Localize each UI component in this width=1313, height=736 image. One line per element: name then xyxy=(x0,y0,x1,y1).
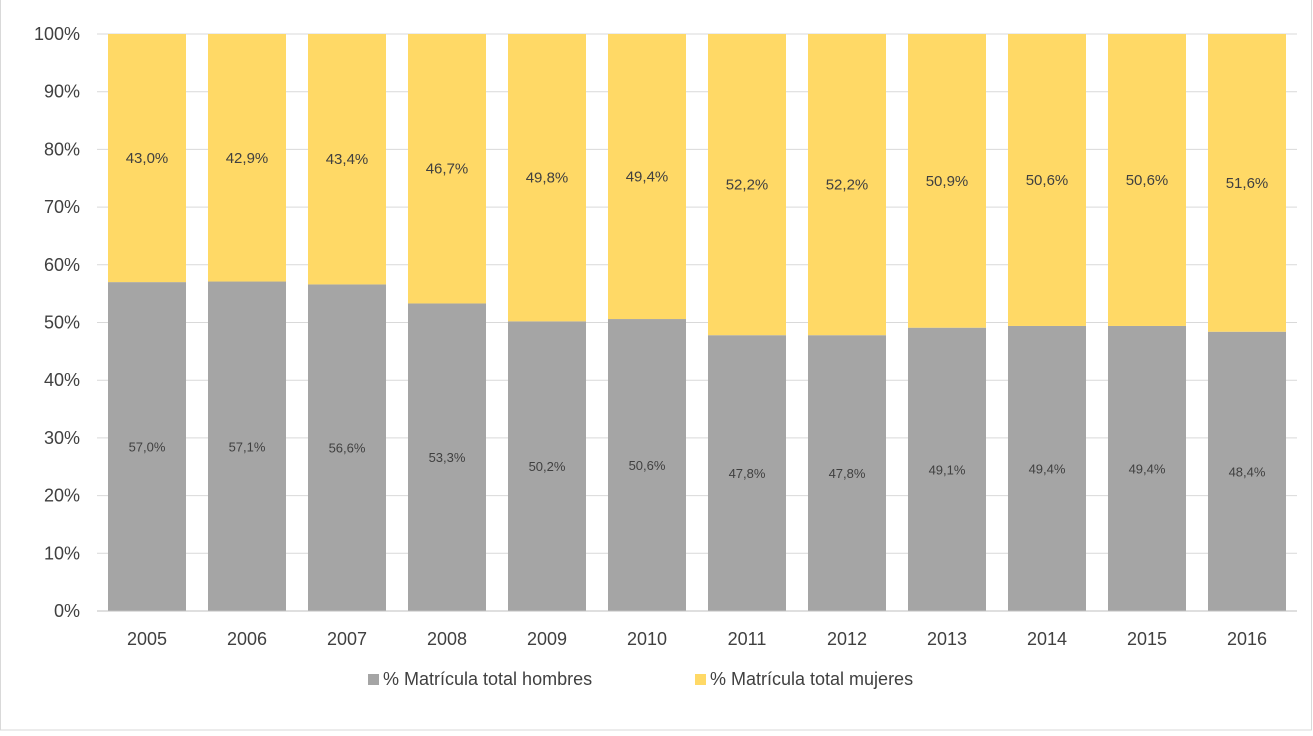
bar-segment-mujeres xyxy=(108,34,186,283)
data-label: 47,8% xyxy=(729,466,766,481)
data-label: 56,6% xyxy=(329,441,366,456)
data-label: 43,0% xyxy=(126,150,169,167)
bar-segment-mujeres xyxy=(908,34,986,328)
data-label: 49,1% xyxy=(929,462,966,477)
legend-label: % Matrícula total hombres xyxy=(383,669,592,689)
x-tick-label: 2013 xyxy=(927,629,967,649)
x-tick-label: 2016 xyxy=(1227,629,1267,649)
bar-segment-hombres xyxy=(1208,331,1286,611)
bar-segment-hombres xyxy=(1008,325,1086,611)
data-label: 53,3% xyxy=(429,450,466,465)
x-tick-label: 2005 xyxy=(127,629,167,649)
x-tick-label: 2015 xyxy=(1127,629,1167,649)
bar-segment-mujeres xyxy=(308,34,386,285)
bar-segment-hombres xyxy=(1108,325,1186,611)
y-tick-label: 70% xyxy=(44,197,80,217)
data-label: 50,6% xyxy=(1026,172,1069,189)
data-label: 50,9% xyxy=(926,173,969,190)
data-label: 46,7% xyxy=(426,161,469,178)
y-tick-label: 100% xyxy=(34,24,80,44)
bar-segment-hombres xyxy=(308,284,386,611)
data-label: 42,9% xyxy=(226,150,269,167)
bar-segment-mujeres xyxy=(808,34,886,336)
x-axis-ticks: 2005 2006 2007 2008 2009 2010 2011 2012 2013 2014… xyxy=(127,629,1267,649)
bar-segment-mujeres xyxy=(1008,34,1086,326)
data-label: 48,4% xyxy=(1229,464,1266,479)
y-tick-label: 30% xyxy=(44,428,80,448)
data-label: 57,1% xyxy=(229,439,266,454)
y-axis-ticks: 0% 10% 20% 30% 40% 50% 60% 70% 80% 90% 100% xyxy=(34,24,80,621)
x-tick-label: 2009 xyxy=(527,629,567,649)
bar-segment-hombres xyxy=(608,319,686,611)
x-tick-label: 2008 xyxy=(427,629,467,649)
y-tick-label: 90% xyxy=(44,82,80,102)
bar-segment-hombres xyxy=(908,327,986,611)
x-tick-label: 2014 xyxy=(1027,629,1067,649)
y-tick-label: 60% xyxy=(44,255,80,275)
bar-segment-hombres xyxy=(408,303,486,611)
data-label: 49,4% xyxy=(626,169,669,186)
legend-swatch-mujeres xyxy=(695,674,706,685)
bar-segment-mujeres xyxy=(708,34,786,336)
bar-segment-hombres xyxy=(208,281,286,611)
bars xyxy=(108,34,1286,611)
x-tick-label: 2012 xyxy=(827,629,867,649)
legend-label: % Matrícula total mujeres xyxy=(710,669,913,689)
data-label: 49,8% xyxy=(526,170,569,187)
bar-segment-mujeres xyxy=(1208,34,1286,332)
legend: % Matrícula total hombres % Matrícula tot… xyxy=(368,669,913,689)
x-tick-label: 2010 xyxy=(627,629,667,649)
y-tick-label: 50% xyxy=(44,313,80,333)
x-tick-label: 2011 xyxy=(728,629,767,649)
data-label: 50,6% xyxy=(1126,172,1169,189)
bar-segment-mujeres xyxy=(208,34,286,282)
bar-segment-mujeres xyxy=(1108,34,1186,326)
y-tick-label: 10% xyxy=(44,543,80,563)
x-tick-label: 2007 xyxy=(327,629,367,649)
data-label: 49,4% xyxy=(1129,461,1166,476)
data-label: 52,2% xyxy=(826,177,869,194)
x-tick-label: 2006 xyxy=(227,629,267,649)
bar-segment-mujeres xyxy=(608,34,686,320)
data-label: 49,4% xyxy=(1029,461,1066,476)
y-tick-label: 20% xyxy=(44,486,80,506)
bar-segment-hombres xyxy=(108,282,186,611)
bar-segment-mujeres xyxy=(408,34,486,304)
data-label: 47,8% xyxy=(829,466,866,481)
bar-segment-mujeres xyxy=(508,34,586,322)
data-label: 43,4% xyxy=(326,151,369,168)
data-label: 50,2% xyxy=(529,459,566,474)
y-tick-label: 80% xyxy=(44,139,80,159)
data-label: 50,6% xyxy=(629,458,666,473)
y-tick-label: 40% xyxy=(44,370,80,390)
bar-segment-hombres xyxy=(708,335,786,611)
bar-segment-hombres xyxy=(808,335,886,611)
data-label: 51,6% xyxy=(1226,175,1269,192)
gridlines xyxy=(97,33,1297,554)
bar-segment-hombres xyxy=(508,321,586,611)
y-tick-label: 0% xyxy=(54,601,80,621)
data-label: 57,0% xyxy=(129,440,166,455)
data-label: 52,2% xyxy=(726,177,769,194)
data-labels: 57,0% 43,0% 57,1% 42,9% 56,6% 43,4% 53,3% 46,7%… xyxy=(126,150,1269,481)
legend-swatch-hombres xyxy=(368,674,379,685)
